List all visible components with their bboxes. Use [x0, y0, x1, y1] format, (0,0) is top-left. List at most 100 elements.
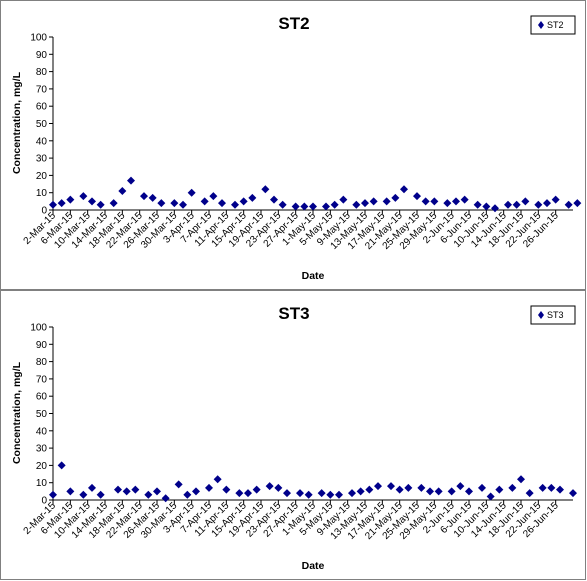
data-point — [426, 487, 434, 496]
data-point — [222, 485, 231, 494]
data-point — [213, 475, 222, 484]
y-tick-label: 70 — [36, 374, 48, 385]
data-point — [153, 487, 161, 496]
data-point — [387, 482, 395, 491]
data-point — [309, 202, 317, 211]
data-point — [473, 200, 482, 209]
data-point — [140, 192, 148, 201]
data-point — [148, 193, 157, 202]
y-axis-label: Concentration, mg/L — [11, 71, 23, 174]
legend-marker-icon — [538, 21, 544, 29]
data-point — [369, 197, 378, 206]
data-point — [486, 492, 495, 501]
data-point — [495, 485, 504, 494]
legend: ST2 — [530, 15, 576, 35]
data-point — [395, 485, 404, 494]
st2-chart-svg: ST2 ST2 Concentration, mg/L Date 0 10 20 30… — [11, 14, 582, 282]
data-point — [573, 199, 582, 208]
data-point — [270, 195, 278, 204]
data-point — [382, 197, 391, 206]
data-point — [400, 185, 408, 194]
data-point — [248, 193, 257, 202]
data-point — [118, 186, 127, 195]
y-tick-label: 10 — [36, 478, 48, 489]
data-point — [521, 197, 530, 206]
data-point — [49, 200, 57, 209]
legend-label: ST3 — [547, 310, 564, 320]
data-point — [551, 195, 560, 204]
data-point — [417, 483, 426, 492]
data-point — [339, 195, 348, 204]
data-point — [57, 461, 66, 470]
data-point — [49, 490, 57, 499]
data-point — [200, 197, 209, 206]
data-point — [517, 475, 525, 484]
data-point — [174, 480, 183, 489]
data-point — [482, 202, 491, 211]
data-point — [88, 483, 96, 492]
data-point — [326, 490, 335, 499]
data-point — [304, 490, 313, 499]
data-point — [443, 199, 452, 208]
x-axis-label: Date — [302, 560, 325, 572]
legend-marker-icon — [538, 311, 544, 319]
data-point — [374, 482, 382, 491]
data-point — [391, 193, 400, 202]
y-axis-label: Concentration, mg/L — [11, 361, 23, 464]
chart-panel-st3: ST3 ST3 Concentration, mg/L Date 0 10 20 30… — [0, 290, 586, 580]
data-point — [283, 489, 291, 498]
data-point — [79, 490, 88, 499]
data-point — [265, 482, 274, 491]
data-point — [300, 202, 309, 211]
data-point — [170, 199, 179, 208]
data-point — [122, 487, 131, 496]
y-tick-label: 40 — [36, 136, 48, 147]
data-point — [235, 489, 244, 498]
y-tick-label: 20 — [36, 171, 48, 182]
data-point — [179, 200, 187, 209]
y-tick-label: 90 — [36, 50, 48, 61]
data-point — [465, 487, 473, 496]
data-point — [525, 489, 534, 498]
x-axis-label: Date — [302, 270, 325, 282]
data-point — [239, 197, 248, 206]
data-point — [421, 197, 430, 206]
data-point — [534, 200, 543, 209]
axes: 01020304050607080901002-Mar-156-Mar-1510… — [22, 33, 573, 252]
y-tick-label: 10 — [36, 188, 48, 199]
data-point — [114, 485, 122, 494]
legend-box — [530, 15, 576, 35]
y-tick-label: 80 — [36, 67, 48, 78]
data-point — [460, 195, 469, 204]
y-tick-label: 60 — [36, 102, 48, 113]
y-tick-label: 0 — [41, 496, 47, 507]
data-point — [456, 482, 465, 491]
data-points — [49, 176, 582, 213]
data-point — [96, 490, 105, 499]
data-point — [161, 494, 170, 503]
data-point — [144, 490, 153, 499]
data-point — [556, 485, 564, 494]
data-point — [356, 487, 365, 496]
data-point — [296, 489, 304, 498]
data-point — [564, 200, 573, 209]
st3-chart-svg: ST3 ST3 Concentration, mg/L Date 0 10 20 30… — [11, 304, 577, 572]
data-point — [57, 199, 66, 208]
y-tick-label: 0 — [41, 206, 47, 217]
data-point — [478, 483, 486, 492]
data-point — [413, 192, 421, 201]
data-point — [352, 200, 361, 209]
data-point — [192, 487, 200, 496]
data-point — [244, 489, 252, 498]
data-point — [547, 483, 556, 492]
data-point — [274, 483, 283, 492]
data-point — [512, 200, 521, 209]
y-tick-label: 50 — [36, 409, 48, 420]
data-point — [404, 483, 413, 492]
data-point — [434, 487, 443, 496]
data-point — [335, 490, 343, 499]
y-tick-label: 20 — [36, 461, 48, 472]
y-tick-label: 100 — [30, 33, 47, 44]
data-point — [66, 487, 75, 496]
y-tick-label: 30 — [36, 444, 48, 455]
